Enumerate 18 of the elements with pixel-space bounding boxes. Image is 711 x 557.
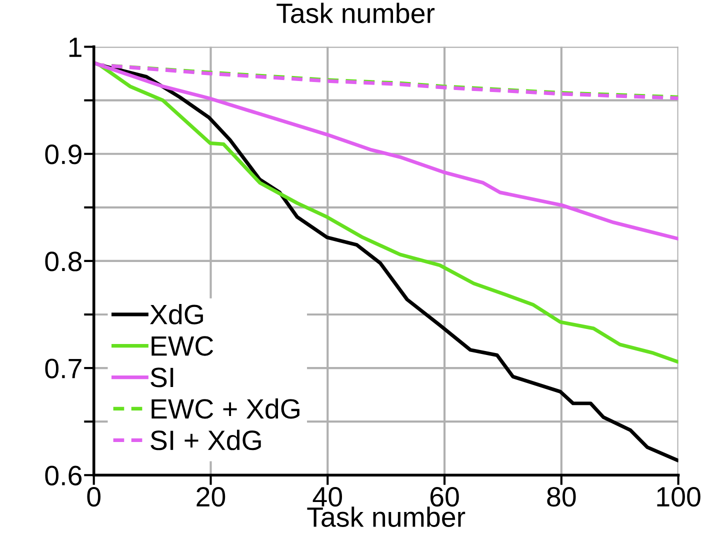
- legend-label: EWC: [152, 336, 214, 356]
- text: Task number: [276, 2, 435, 24]
- x-tick-label: 80: [547, 486, 576, 507]
- x-tick-label: 40: [312, 486, 342, 507]
- legend-label: SI: [150, 368, 174, 388]
- x-axis-title: Task number: [307, 506, 466, 527]
- y-tick-label: 1: [69, 38, 82, 57]
- legend-label: EWC + XdG: [152, 398, 300, 419]
- x-tick-label: 60: [430, 486, 459, 507]
- x-tick-label: 0: [87, 486, 100, 507]
- y-tick-label: 0.7: [45, 358, 82, 378]
- y-tick-label: 0.9: [45, 144, 82, 164]
- y-tick-label: 0.8: [45, 252, 82, 272]
- legend-label: SI + XdG: [150, 430, 261, 450]
- x-tick-label: 100: [657, 486, 700, 507]
- legend-label: XdG: [150, 304, 203, 324]
- x-tick-label: 20: [196, 486, 226, 507]
- y-tick-label: 0.6: [45, 466, 82, 486]
